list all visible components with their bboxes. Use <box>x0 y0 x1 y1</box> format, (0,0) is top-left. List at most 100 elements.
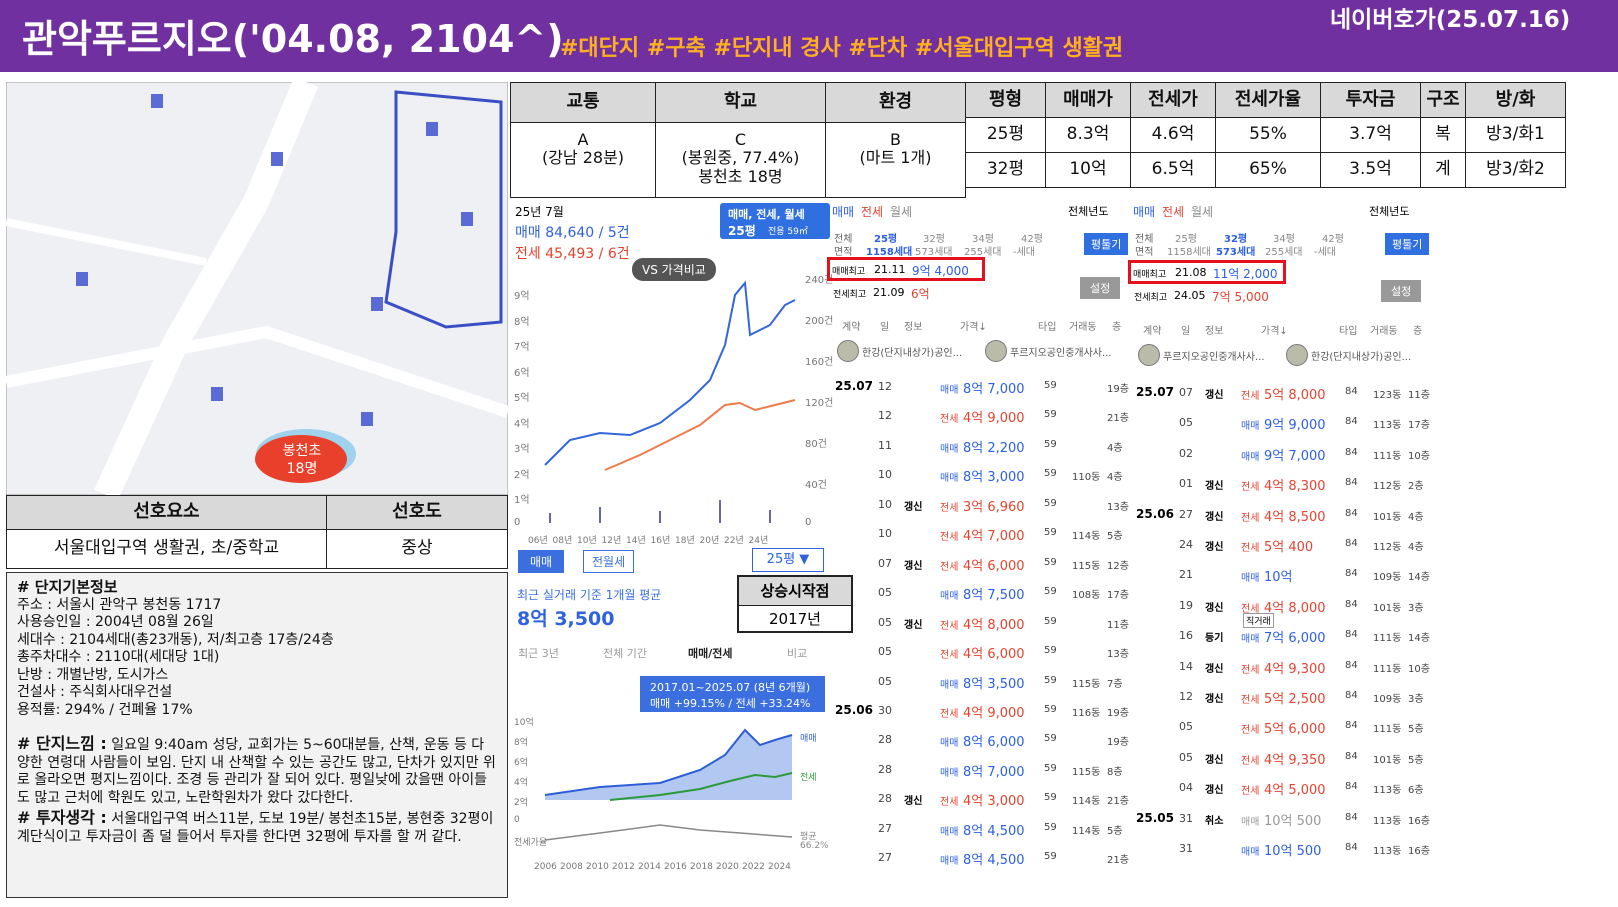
row-price: 8억 4,500 <box>963 823 1025 839</box>
jeonse-stat: 전세 45,493 / 6건 <box>515 246 630 262</box>
row-info: 등기 <box>1205 633 1224 645</box>
avg-label: 최근 실거래 기준 1개월 평균 <box>517 588 662 602</box>
cell-text: 방3/화1 <box>1486 124 1545 145</box>
month: 25년 7월 <box>515 205 564 219</box>
cell-text: B <box>890 130 901 149</box>
info-box: # 단지기본정보 주소 : 서울시 관악구 봉천동 1717 사용승인일 : 200… <box>6 572 508 898</box>
price-cell: 복 <box>1420 117 1466 153</box>
row-day: 27 <box>878 851 892 865</box>
row-price: 8억 3,000 <box>963 470 1025 486</box>
row-price: 7억 6,000 <box>1264 631 1326 647</box>
agent-name: 푸르지오공인중개사사... <box>1163 352 1265 363</box>
title: 관악푸르지오('04.08, 2104^) <box>22 17 564 61</box>
row-floor: 6층 <box>1408 785 1424 797</box>
row-floor: 21층 <box>1107 855 1129 867</box>
row-floor: 19층 <box>1107 384 1129 395</box>
row-kind: 전세 <box>940 532 959 544</box>
row-price: 4억 8,300 <box>1264 479 1326 495</box>
row-dong: 110동 <box>1072 472 1101 484</box>
row-kind: 전세 <box>1241 482 1260 494</box>
row-price: 4억 9,000 <box>963 411 1025 427</box>
rise-box: 상승시작점 2017년 <box>737 575 853 633</box>
loc-cell: B (마트 1개) <box>825 122 966 198</box>
row-type: 59 <box>1044 527 1057 539</box>
max-label: 전세최고 <box>1134 293 1168 303</box>
size-tab: 25평 <box>874 234 898 245</box>
row-price: 5억 2,500 <box>1264 692 1326 707</box>
size-tab: 32평 <box>1224 234 1248 245</box>
row-floor: 11층 <box>1408 390 1430 401</box>
row-day: 05 <box>878 615 892 629</box>
row-kind: 매매 <box>1241 421 1260 433</box>
y-tick-label: 3억 <box>514 444 530 455</box>
selector-size: 25평 <box>728 224 756 238</box>
info-text: 서울대입구역 버스11분, 도보 19분/ 봉천초15분, 봉현중 32평이 계… <box>17 811 494 845</box>
row-floor: 11층 <box>1107 619 1129 631</box>
size-count: 1158세대 <box>866 247 913 258</box>
row-floor: 16층 <box>1408 815 1430 827</box>
row-floor: 8층 <box>1107 766 1123 778</box>
row-kind: 전세 <box>940 561 959 573</box>
row-info: 갱신 <box>904 796 923 808</box>
agent-name: 푸르지오공인중개사사... <box>1010 348 1112 359</box>
y-tick-label: 8억 <box>514 316 530 328</box>
size-tab: 34평 <box>972 234 994 245</box>
row-price: 4억 8,000 <box>1264 600 1326 616</box>
legend-label: 66.2% <box>800 841 829 851</box>
row-day: 05 <box>1179 720 1193 734</box>
row-day: 07 <box>1179 386 1193 399</box>
y-tick-label: 7억 <box>514 342 530 353</box>
row-kind: 전세 <box>940 797 959 809</box>
year-select: 전체년도 <box>1068 205 1109 218</box>
x-tick-label: 2020 <box>716 862 739 872</box>
row-info: 갱신 <box>1205 663 1224 675</box>
row-price: 8억 2,200 <box>963 440 1025 456</box>
row-price: 4억 9,350 <box>1264 752 1326 768</box>
tags: #대단지 #구축 #단지내 경사 #단차 #서울대입구역 생활권 <box>560 36 1124 61</box>
row-day: 04 <box>1179 781 1193 795</box>
row-info: 갱신 <box>904 560 923 572</box>
row-dong: 111동 <box>1373 633 1402 645</box>
row-day: 02 <box>1179 446 1193 460</box>
row-type: 84 <box>1345 842 1358 853</box>
size-tab: 34평 <box>1273 234 1295 245</box>
setting-button: 설정 <box>1080 277 1121 299</box>
price-header: 구조 <box>1420 82 1466 118</box>
cell-text: 6.5억 <box>1151 159 1195 180</box>
row-type: 59 <box>1044 615 1057 627</box>
row-kind: 전세 <box>940 650 959 662</box>
row-price: 5억 8,000 <box>1264 388 1326 403</box>
row-price: 10억 <box>1264 570 1293 586</box>
agent-avatar <box>1138 344 1160 366</box>
row-floor: 13층 <box>1107 649 1129 661</box>
info-line: 사용승인일 : 2004년 08월 26일 <box>17 614 214 630</box>
column-header: 계약 <box>1143 326 1162 337</box>
agent-name: 한강(단지내상가)공인... <box>862 348 963 359</box>
row-type: 84 <box>1345 720 1358 732</box>
row-price: 4억 8,500 <box>1264 509 1326 525</box>
row-dong: 116동 <box>1072 707 1101 719</box>
y-tick-label: 전세가율 <box>514 838 548 848</box>
rise-value: 2017년 <box>769 610 821 628</box>
row-floor: 5층 <box>1408 754 1424 766</box>
size-select: 25평 ▼ <box>752 548 824 572</box>
cell-text: 봉천초 18명 <box>698 166 783 186</box>
row-month: 25.07 <box>1136 385 1174 399</box>
info-line: 세대수 : 2104세대(총23개동), 저/최고층 17층/24층 <box>17 631 334 648</box>
row-floor: 3층 <box>1408 694 1424 705</box>
row-price: 4억 5,000 <box>1264 783 1326 799</box>
row-kind: 매매 <box>1241 573 1260 585</box>
row-kind: 전세 <box>1241 786 1260 798</box>
row-floor: 7층 <box>1107 678 1123 690</box>
row-price: 8억 4,500 <box>963 853 1025 869</box>
cell-text: 평형 <box>988 88 1023 110</box>
row-floor: 17층 <box>1107 590 1129 602</box>
agent-avatar <box>985 340 1007 362</box>
row-price: 5억 6,000 <box>1264 722 1326 738</box>
info-line: 총주차대수 : 2110대(세대당 1대) <box>17 649 220 665</box>
row-type: 84 <box>1345 538 1358 549</box>
row-kind: 매매 <box>940 679 959 691</box>
compare-pill: VS 가격비교 <box>632 258 716 281</box>
y-tick-label: 4억 <box>514 418 530 430</box>
cell-text: 전세가율 <box>1234 88 1302 110</box>
